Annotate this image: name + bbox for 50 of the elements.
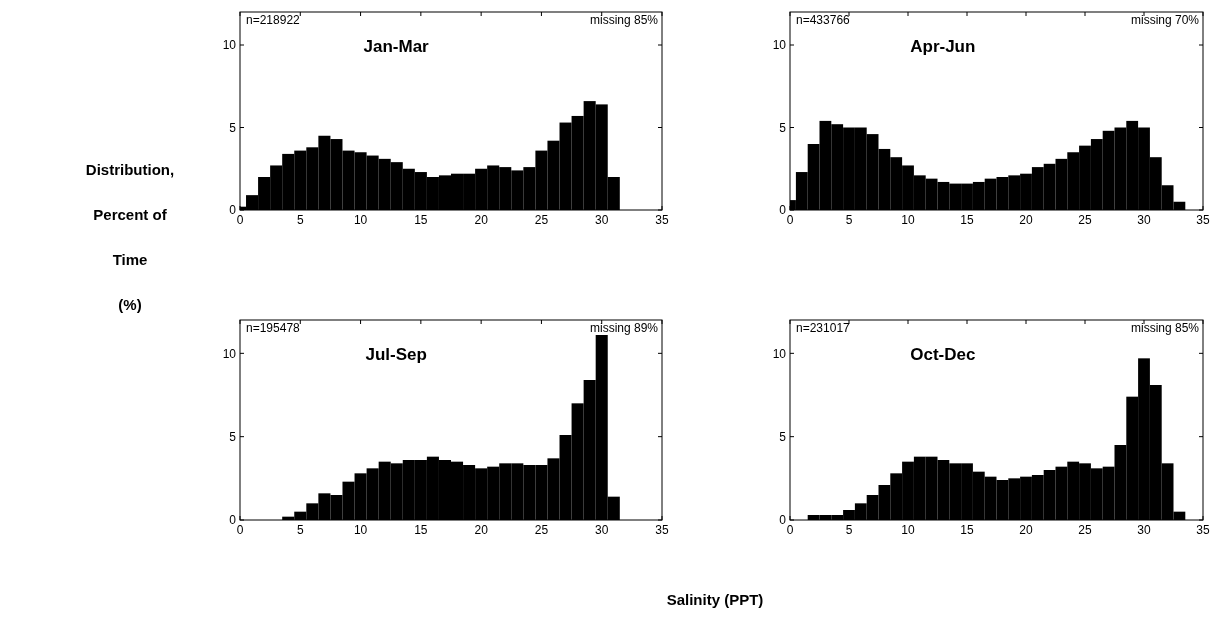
annotation: n=195478 xyxy=(246,321,301,335)
text: Jan-Mar xyxy=(363,37,430,56)
x-tick-label: 10 xyxy=(901,523,915,537)
x-tick-label: 25 xyxy=(534,523,549,537)
x-tick-label: 35 xyxy=(655,213,669,227)
x-axis-title: Salinity (PPT) xyxy=(666,591,764,608)
annotation: n=231017 xyxy=(796,321,851,335)
x-tick-label: 10 xyxy=(353,523,368,537)
x-tick-label: 5 xyxy=(845,523,853,537)
x-tick-label: 20 xyxy=(1019,523,1033,537)
x-tick-label: 30 xyxy=(595,523,609,537)
y-tick-label: 10 xyxy=(222,346,237,361)
x-tick-label: 15 xyxy=(960,213,974,227)
y-tick-label: 5 xyxy=(779,120,787,135)
x-tick-label: 30 xyxy=(1137,213,1151,227)
annotation: missing 70% xyxy=(1130,13,1200,27)
x-tick-label: 10 xyxy=(353,213,368,227)
x-tick-label: 20 xyxy=(474,523,489,537)
text: Distribution, Percent of Time (%) xyxy=(85,161,175,313)
y-tick-label: 5 xyxy=(229,120,237,135)
y-tick-label: 10 xyxy=(222,38,237,53)
annotation: missing 85% xyxy=(589,13,659,27)
text: Apr-Jun xyxy=(910,37,976,56)
x-tick-label: 20 xyxy=(1019,213,1033,227)
text: Oct-Dec xyxy=(910,345,976,364)
annotation: missing 85% xyxy=(1130,321,1200,335)
y-tick-label: 5 xyxy=(779,429,787,444)
annotation: missing 89% xyxy=(589,321,659,335)
x-tick-label: 30 xyxy=(595,213,609,227)
annotation: n=433766 xyxy=(796,13,851,27)
x-tick-label: 10 xyxy=(901,213,915,227)
x-tick-label: 25 xyxy=(1078,523,1092,537)
x-tick-label: 25 xyxy=(534,213,549,227)
text: Jul-Sep xyxy=(365,345,427,364)
x-tick-label: 15 xyxy=(414,523,428,537)
y-tick-label: 10 xyxy=(772,346,787,361)
x-tick-label: 25 xyxy=(1078,213,1092,227)
x-tick-label: 5 xyxy=(845,213,853,227)
x-tick-label: 35 xyxy=(655,523,669,537)
x-tick-label: 35 xyxy=(1196,213,1210,227)
x-tick-label: 5 xyxy=(296,523,304,537)
x-tick-label: 30 xyxy=(1137,523,1151,537)
x-tick-label: 20 xyxy=(474,213,489,227)
x-tick-label: 15 xyxy=(960,523,974,537)
x-tick-label: 5 xyxy=(296,213,304,227)
y-tick-label: 5 xyxy=(229,429,237,444)
x-tick-label: 35 xyxy=(1196,523,1210,537)
x-tick-label: 15 xyxy=(414,213,428,227)
y-tick-label: 10 xyxy=(772,38,787,53)
annotation: n=218922 xyxy=(246,13,301,27)
